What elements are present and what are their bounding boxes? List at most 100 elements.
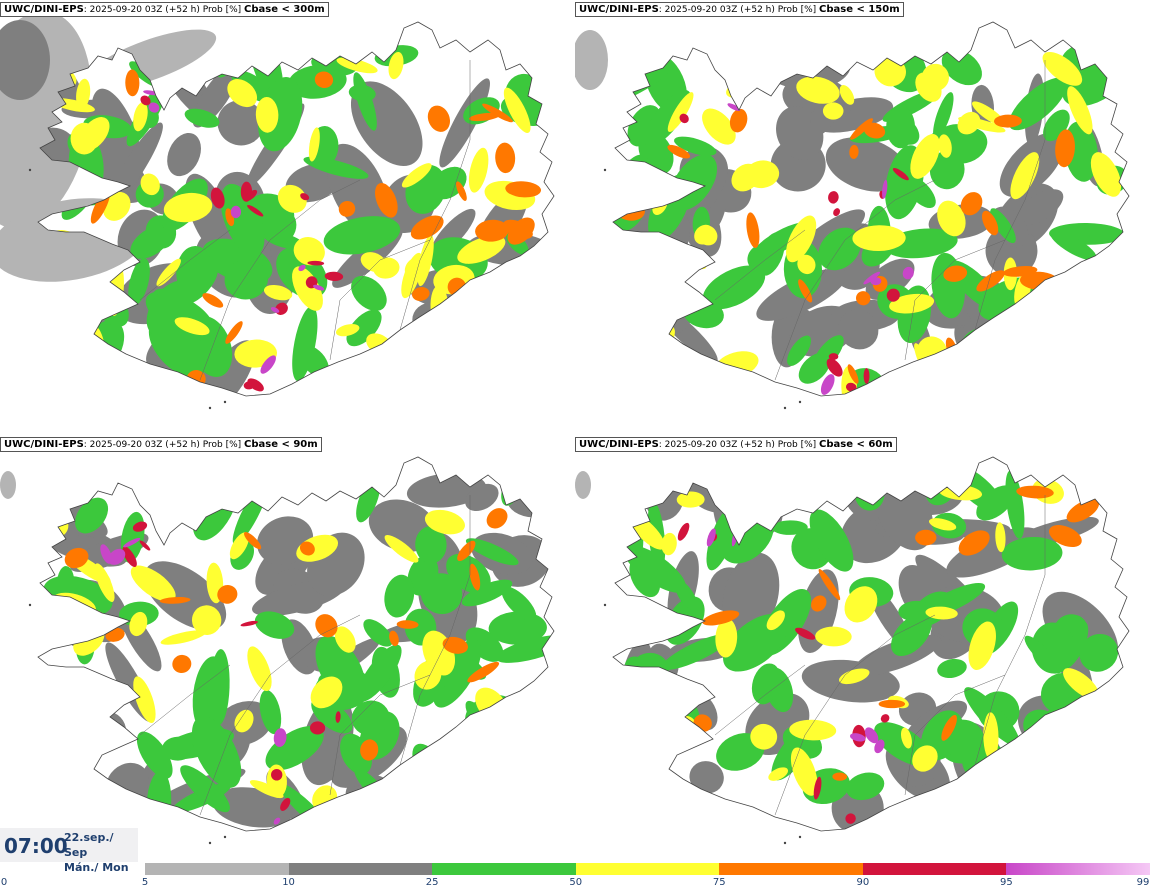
probability-area [263, 284, 293, 301]
region-boundary [904, 239, 1006, 361]
probability-area [813, 776, 822, 800]
probability-area [495, 142, 516, 174]
probability-area [925, 606, 958, 620]
probability-area [505, 181, 542, 198]
map-panel-60m: UWC/DINI-EPS: 2025-09-20 03Z (+52 h) Pro… [575, 435, 1150, 870]
probability-area [428, 798, 460, 826]
probability-area [247, 646, 272, 692]
probability-area [78, 117, 110, 151]
probability-area [640, 347, 682, 396]
probability-area [277, 184, 307, 213]
probability-area [629, 360, 655, 396]
probability-area [293, 237, 325, 266]
probability-area [826, 358, 843, 377]
probability-area [833, 208, 841, 217]
probability-area [346, 309, 382, 347]
probability-area [184, 108, 220, 128]
probability-area [217, 100, 265, 146]
probability-area [163, 192, 213, 223]
probability-area [1079, 633, 1119, 672]
probability-area [850, 733, 866, 742]
probability-area [433, 639, 482, 708]
probability-area [49, 605, 85, 637]
region-boundary [139, 229, 231, 301]
probability-area [856, 291, 871, 306]
iceland-probability-map [575, 21, 1130, 410]
probability-area [1015, 189, 1064, 226]
probability-area [663, 347, 706, 396]
probability-area [133, 102, 148, 132]
probability-area [1029, 747, 1054, 779]
map-panel-300m: UWC/DINI-EPS: 2025-09-20 03Z (+52 h) Pro… [0, 0, 575, 435]
probability-area [844, 586, 878, 623]
cbase-threshold: Cbase < 90m [244, 439, 318, 450]
probability-area [1060, 279, 1101, 322]
probability-area [128, 258, 150, 306]
probability-area [1041, 348, 1069, 378]
probability-area [1048, 525, 1082, 548]
probability-area [798, 279, 813, 303]
probability-area [324, 271, 344, 281]
probability-area [260, 355, 276, 374]
probability-area [397, 372, 430, 390]
probability-area [160, 630, 206, 645]
probability-area [933, 92, 954, 140]
region-boundary [774, 179, 936, 381]
probability-area [653, 807, 685, 831]
model-name: UWC/DINI-EPS [579, 4, 659, 15]
probability-area [259, 689, 282, 735]
probability-area [84, 714, 111, 742]
colorbar-segment [145, 863, 290, 875]
probability-area [76, 78, 91, 110]
probability-area [280, 797, 291, 811]
probability-area [396, 620, 419, 629]
probability-area [265, 725, 324, 771]
probability-area [828, 353, 839, 360]
run-info: : 2025-09-20 03Z (+52 h) Prob [%] [658, 440, 820, 450]
small-island [208, 406, 212, 410]
run-info: : 2025-09-20 03Z (+52 h) Prob [%] [83, 5, 245, 15]
probability-area [727, 103, 741, 111]
colorbar-tick-label: 75 [712, 877, 726, 888]
probability-area [486, 721, 545, 770]
probability-area [852, 225, 906, 252]
probability-area [790, 747, 818, 796]
probability-area [410, 215, 444, 240]
colorbar-tick-label: 5 [141, 877, 149, 888]
probability-area [180, 765, 230, 813]
probability-area [886, 288, 900, 302]
probability-area [809, 509, 854, 572]
probability-area [273, 728, 287, 747]
small-island [783, 841, 787, 845]
probability-area [467, 661, 500, 683]
probability-area [490, 286, 544, 352]
probability-area [229, 532, 249, 560]
probability-area [626, 278, 672, 325]
probability-area [149, 493, 211, 514]
probability-area [1012, 765, 1062, 805]
probability-area [981, 210, 999, 236]
colorbar-tick-label: 10 [282, 877, 295, 888]
colorbar-tick-label: 50 [569, 877, 583, 888]
probability-area [140, 173, 160, 196]
probability-area [334, 626, 356, 653]
probability-area [457, 540, 476, 562]
probability-area [335, 324, 360, 337]
probability-area [100, 544, 112, 564]
probability-area [990, 208, 1016, 244]
panel-title: UWC/DINI-EPS: 2025-09-20 03Z (+52 h) Pro… [575, 437, 897, 452]
region-boundary [139, 664, 231, 736]
probability-area [351, 700, 390, 736]
probability-area [501, 586, 537, 622]
probability-area [915, 529, 937, 546]
probability-area [122, 546, 137, 568]
probability-area [993, 114, 1022, 128]
cbase-threshold: Cbase < 150m [819, 4, 900, 15]
probability-area [39, 324, 90, 372]
probability-area [487, 270, 554, 304]
probability-area [50, 677, 71, 713]
small-island [798, 835, 802, 839]
probability-area [64, 547, 89, 569]
probability-area [136, 731, 173, 779]
probability-area [839, 85, 855, 105]
